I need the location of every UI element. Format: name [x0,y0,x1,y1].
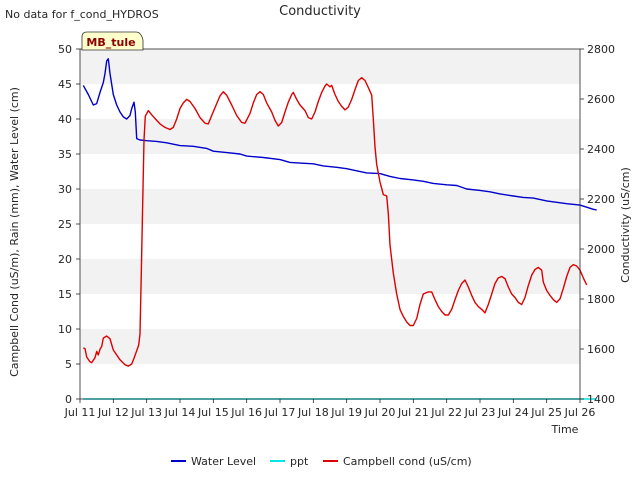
y-axis-label-left: Campbell Cond (uS/m), Rain (mm), Water L… [8,87,21,377]
series-line-campbell-cond-us-cm [83,76,588,367]
x-tick-label: Jul 24 [497,406,529,419]
left-tick-label: 5 [65,358,72,371]
x-tick-label: Jul 21 [397,406,429,419]
site-badge-label: MB_tule [86,36,135,49]
x-tick-label: Jul 19 [330,406,362,419]
left-tick-label: 45 [58,78,72,91]
legend: Water Level ppt Campbell cond (uS/cm) [171,455,472,468]
left-tick-label: 30 [58,183,72,196]
legend-label-water-level: Water Level [191,455,256,468]
background-band [80,259,580,294]
background-bands [80,49,580,399]
x-tick-label: Jul 18 [297,406,329,419]
x-tick-label: Jul 22 [430,406,462,419]
left-tick-label: 20 [58,253,72,266]
x-tick-label: Jul 17 [264,406,296,419]
right-tick-label: 2800 [587,43,615,56]
left-tick-label: 50 [58,43,72,56]
background-band [80,119,580,154]
left-axis: 0 5 10 15 20 25 30 35 40 45 50 [58,43,80,406]
background-band [80,329,580,364]
left-tick-label: 25 [58,218,72,231]
x-tick-label: Jul 14 [164,406,196,419]
site-badge-box [81,31,144,51]
site-badge: MB_tule [81,31,144,51]
x-tick-label: Jul 16 [230,406,262,419]
left-tick-label: 35 [58,148,72,161]
series-layer [79,48,597,400]
right-axis: 1400 1600 1800 2000 2200 2400 2600 2800 [580,43,615,406]
right-tick-label: 2600 [587,93,615,106]
background-band [80,49,580,84]
left-tick-label: 10 [58,323,72,336]
x-axis-label: Time [551,423,579,436]
x-axis: Jul 11 Jul 12 Jul 13 Jul 14 Jul 15 Jul 16 Jul … [64,399,596,419]
left-tick-label: 15 [58,288,72,301]
right-tick-label: 2400 [587,143,615,156]
right-tick-label: 1800 [587,293,615,306]
x-tick-label: Jul 11 [64,406,96,419]
x-tick-label: Jul 15 [197,406,229,419]
x-tick-label: Jul 12 [97,406,129,419]
x-tick-label: Jul 26 [564,406,596,419]
legend-label-campbell-cond: Campbell cond (uS/cm) [343,455,472,468]
right-tick-label: 1600 [587,343,615,356]
background-band [80,189,580,224]
x-tick-label: Jul 13 [130,406,162,419]
series-line-water-level [82,58,597,211]
chart-title: Conductivity [279,4,361,19]
left-tick-label: 0 [65,393,72,406]
x-tick-label: Jul 23 [464,406,496,419]
legend-label-ppt: ppt [290,455,309,468]
x-tick-label: Jul 20 [364,406,396,419]
left-tick-label: 40 [58,113,72,126]
y-axis-label-right: Conductivity (uS/cm) [619,167,632,283]
right-tick-label: 2200 [587,193,615,206]
no-data-note: No data for f_cond_HYDROS [5,8,159,21]
right-tick-label: 2000 [587,243,615,256]
x-tick-label: Jul 25 [530,406,562,419]
right-tick-label: 1400 [587,393,615,406]
